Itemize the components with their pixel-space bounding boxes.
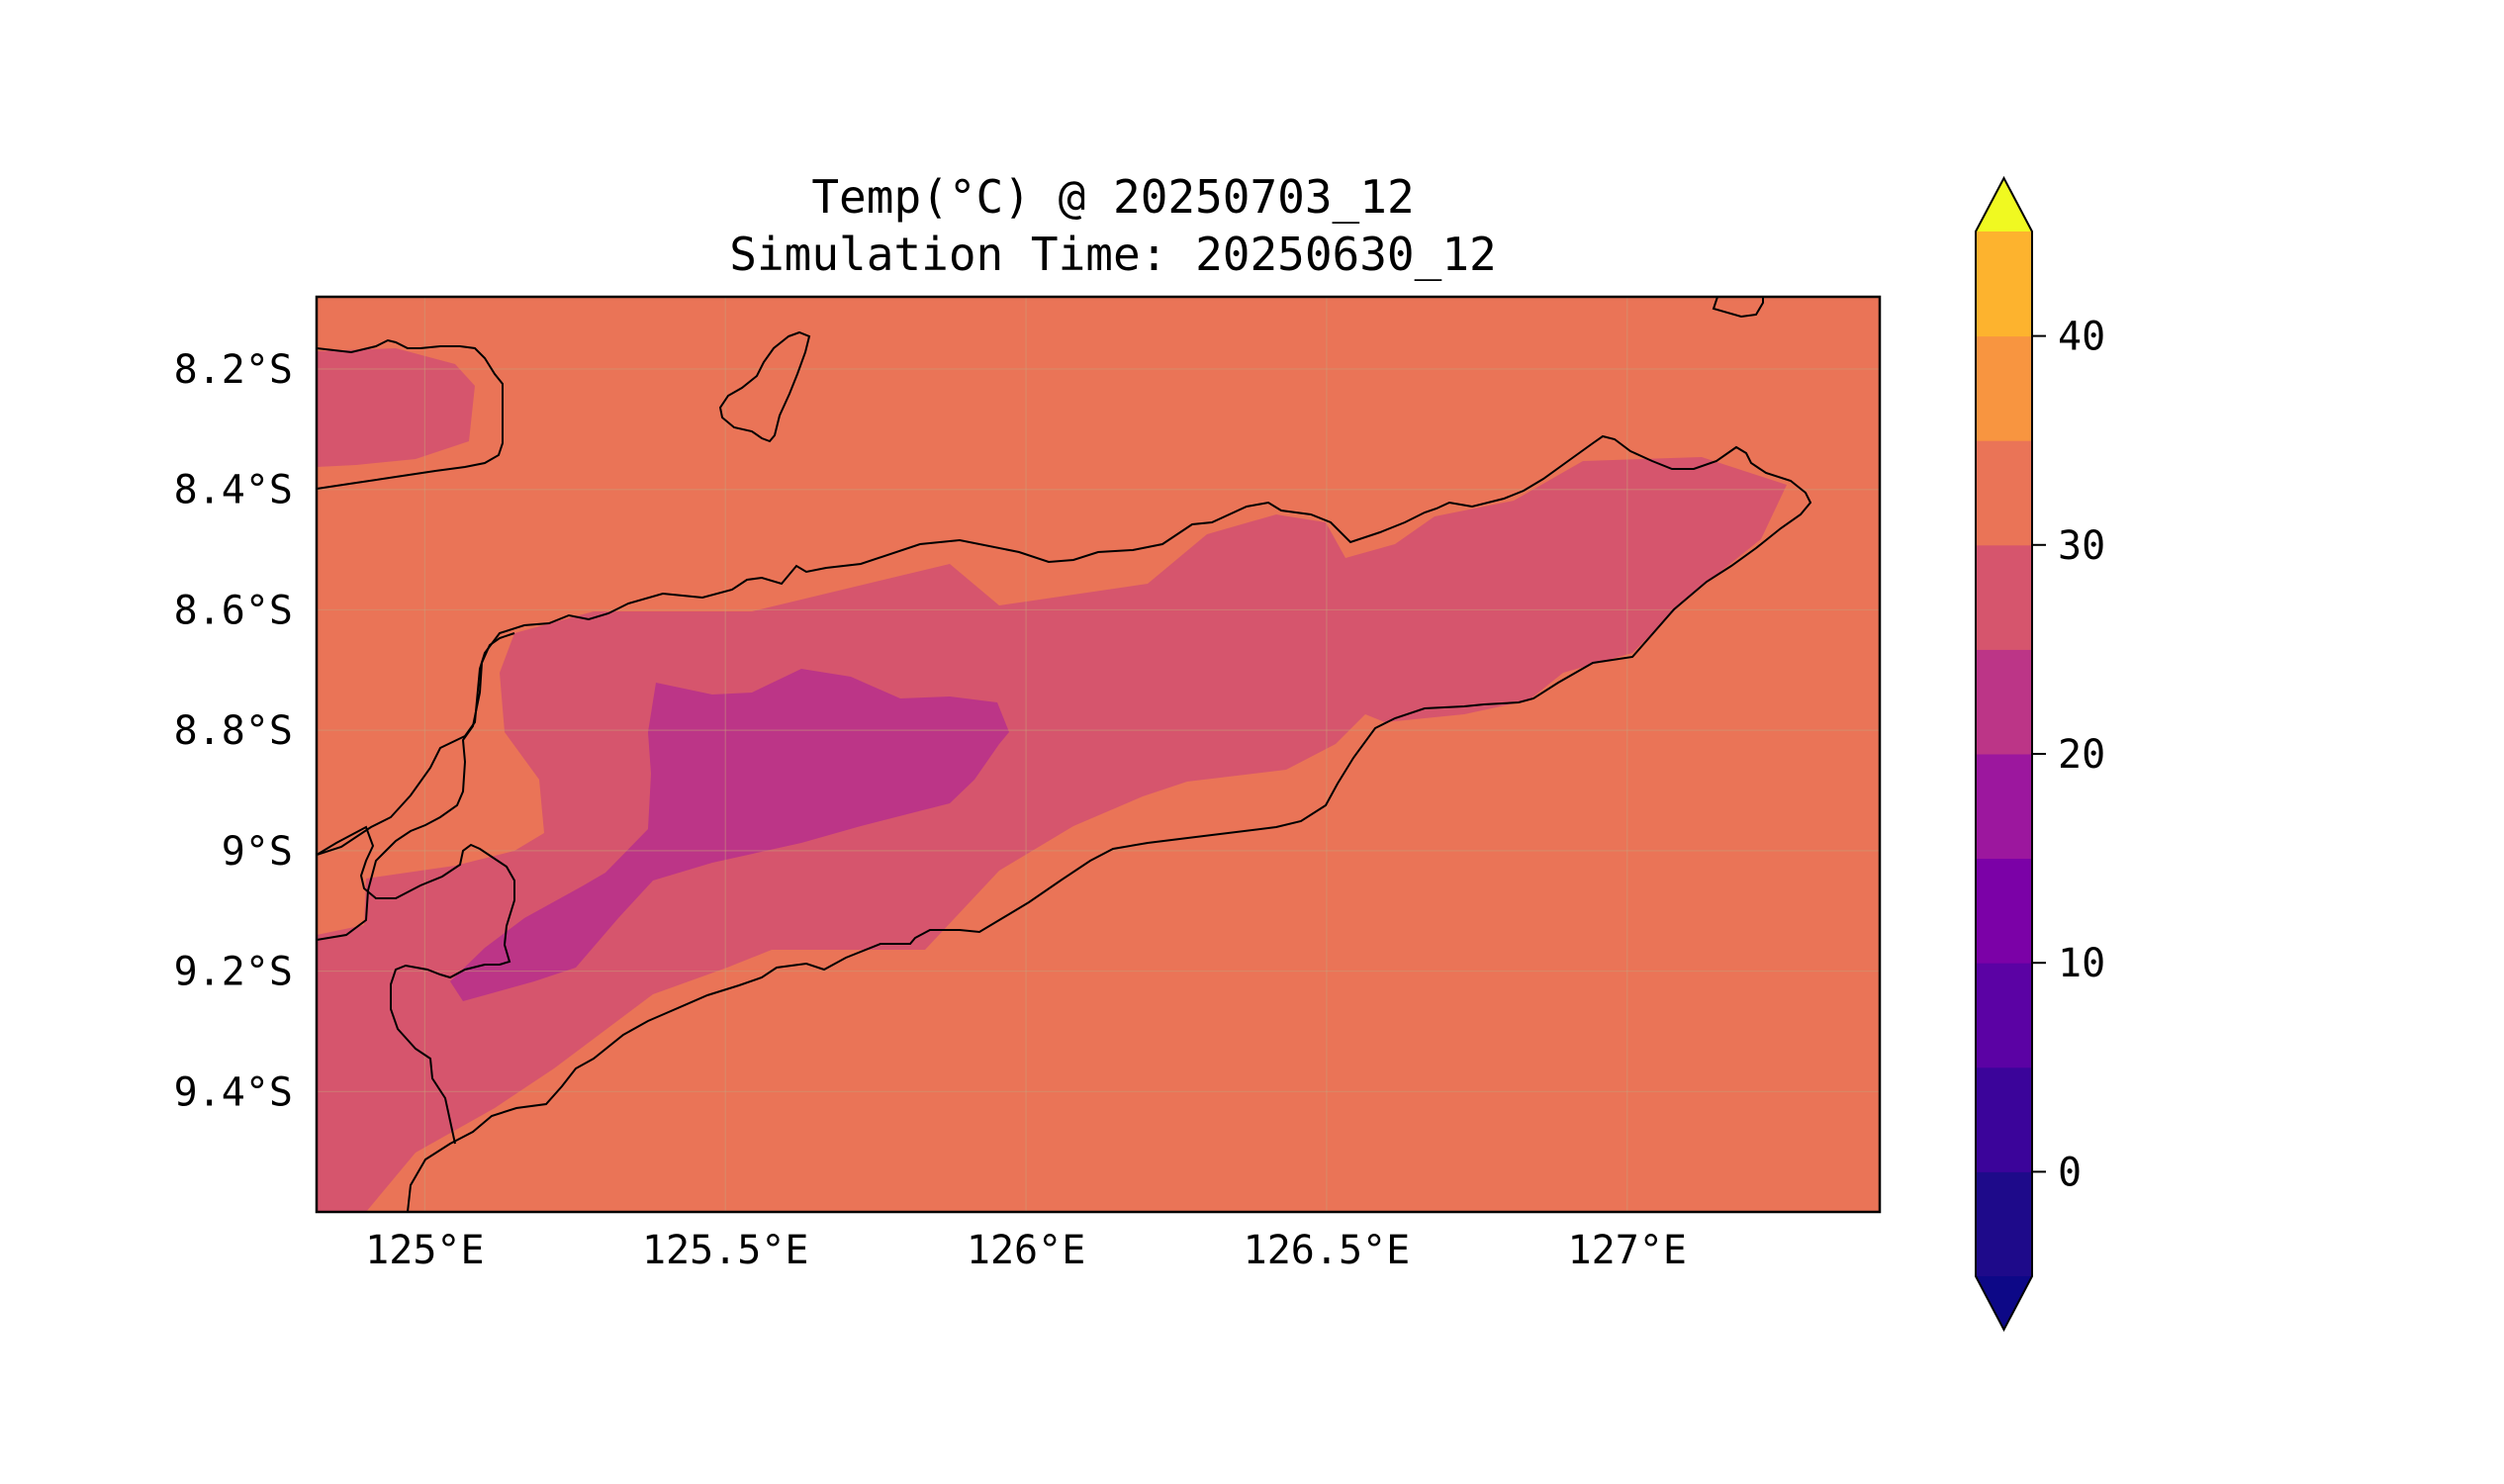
x-axis-tick-labels: 125°E 125.5°E 126°E 126.5°E 127°E — [365, 1228, 1687, 1273]
colorbar-bin — [1976, 544, 2032, 650]
colorbar-tick-label: 10 — [2058, 941, 2105, 986]
coastline-west-indent — [317, 825, 515, 1145]
colorbar-tick-label: 0 — [2058, 1150, 2082, 1195]
map-subtitle: Simulation Time: 20250630_12 — [729, 228, 1497, 281]
map-title: Temp(°C) @ 20250703_12 — [811, 170, 1415, 224]
coastline-atauro-island — [718, 330, 811, 443]
y-tick-label: 8.6°S — [174, 588, 293, 633]
colorbar-bin — [1976, 335, 2032, 441]
map-panel: 125°E 125.5°E 126°E 126.5°E 127°E 8.2°S 8.4°S… — [174, 295, 1882, 1273]
colorbar-bin — [1976, 1067, 2032, 1172]
y-axis-tick-labels: 8.2°S 8.4°S 8.6°S 8.8°S 9°S 9.2°S 9.4°S — [174, 347, 293, 1115]
colorbar-tick-label: 20 — [2058, 732, 2105, 778]
y-tick-label: 8.4°S — [174, 468, 293, 513]
x-tick-label: 126.5°E — [1244, 1228, 1411, 1273]
colorbar-bin — [1976, 754, 2032, 860]
y-tick-label: 9.2°S — [174, 950, 293, 995]
colorbar-bin — [1976, 963, 2032, 1068]
coastline-timor-north — [317, 434, 1812, 1212]
colorbar-extend-over-triangle — [1976, 178, 2032, 232]
x-tick-label: 127°E — [1568, 1228, 1687, 1273]
y-tick-label: 8.2°S — [174, 347, 293, 393]
x-tick-label: 125.5°E — [642, 1228, 809, 1273]
colorbar-bin — [1976, 440, 2032, 546]
contour-15-20-core — [450, 669, 1009, 1001]
coastline-timor-south — [317, 632, 515, 941]
colorbar-bin — [1976, 858, 2032, 964]
colorbar-extend-under-triangle — [1976, 1276, 2032, 1330]
map-frame — [315, 295, 1882, 1214]
coastline-northeast-islet — [1712, 297, 1764, 319]
y-tick-label: 9°S — [222, 829, 293, 875]
colorbar-bin — [1976, 232, 2032, 337]
colorbar-bin — [1976, 1171, 2032, 1277]
x-tick-label: 126°E — [967, 1228, 1085, 1273]
contour-20-25-northwest — [317, 348, 475, 467]
colorbar: 0 10 20 30 40 — [1975, 175, 2105, 1333]
y-tick-label: 8.8°S — [174, 708, 293, 754]
x-tick-label: 125°E — [365, 1228, 484, 1273]
colorbar-bin — [1976, 649, 2032, 755]
coastlines — [317, 297, 1812, 1212]
y-tick-label: 9.4°S — [174, 1069, 293, 1115]
colorbar-ticks: 0 10 20 30 40 — [2032, 315, 2105, 1195]
map-gridlines — [317, 297, 1880, 1212]
colorbar-outline — [1975, 175, 2033, 1333]
coastline-northwest-island — [317, 338, 504, 490]
contour-20-25-main — [317, 457, 1787, 1212]
colorbar-tick-label: 40 — [2058, 315, 2105, 360]
colorbar-bins — [1976, 232, 2032, 1277]
colorbar-tick-label: 30 — [2058, 523, 2105, 569]
